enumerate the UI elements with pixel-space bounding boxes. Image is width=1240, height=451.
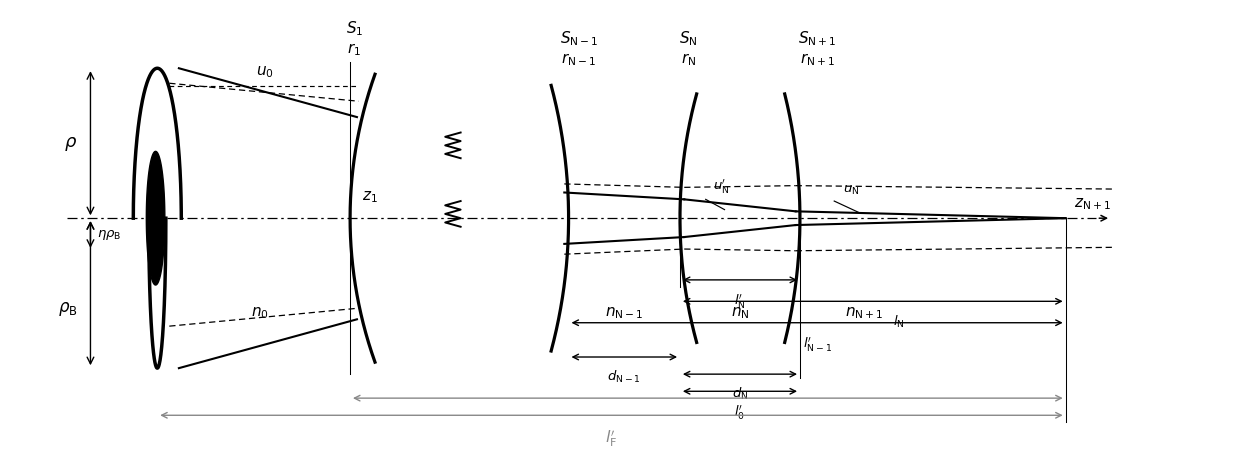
Text: $\rho_{\rm B}$: $\rho_{\rm B}$	[58, 299, 78, 318]
Text: $d_{\rm N}$: $d_{\rm N}$	[732, 386, 748, 401]
Polygon shape	[146, 152, 165, 285]
Text: $d_{\rm N-1}$: $d_{\rm N-1}$	[608, 368, 641, 384]
Text: $S_{\rm N-1}$: $S_{\rm N-1}$	[559, 29, 598, 48]
Text: $l_{\rm F}'$: $l_{\rm F}'$	[605, 427, 618, 448]
Text: $l_{\rm 0}'$: $l_{\rm 0}'$	[734, 403, 745, 420]
Text: $z_{\rm N+1}$: $z_{\rm N+1}$	[1074, 196, 1111, 212]
Text: $l_{\rm N}'$: $l_{\rm N}'$	[734, 291, 745, 309]
Text: $n_0$: $n_0$	[252, 305, 269, 321]
Text: $z_1$: $z_1$	[362, 189, 378, 204]
Text: $l_{\rm N}$: $l_{\rm N}$	[893, 313, 904, 329]
Text: $n_{\rm N}$: $n_{\rm N}$	[730, 305, 749, 321]
Text: $r_1$: $r_1$	[347, 41, 361, 58]
Text: $S_{\rm N+1}$: $S_{\rm N+1}$	[797, 29, 836, 48]
Text: $S_1$: $S_1$	[346, 19, 363, 37]
Text: $\rho$: $\rho$	[64, 135, 78, 153]
Text: $u_0$: $u_0$	[255, 64, 273, 80]
Text: $u_{\rm N}'$: $u_{\rm N}'$	[713, 177, 729, 195]
Text: $n_{\rm N+1}$: $n_{\rm N+1}$	[844, 305, 883, 321]
Text: $n_{\rm N-1}$: $n_{\rm N-1}$	[605, 305, 644, 321]
Text: $u_{\rm N}$: $u_{\rm N}$	[843, 184, 859, 197]
Text: $\eta\rho_{\rm B}$: $\eta\rho_{\rm B}$	[97, 228, 122, 242]
Text: $S_{\rm N}$: $S_{\rm N}$	[680, 29, 698, 48]
Text: $r_{\rm N+1}$: $r_{\rm N+1}$	[800, 51, 835, 68]
Text: $r_{\rm N}$: $r_{\rm N}$	[681, 51, 696, 68]
Text: $l_{\rm N-1}'$: $l_{\rm N-1}'$	[802, 334, 832, 352]
Text: $r_{\rm N-1}$: $r_{\rm N-1}$	[562, 51, 596, 68]
